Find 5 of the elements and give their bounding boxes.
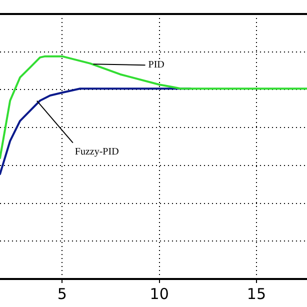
- annotation: Fuzzy-PID: [74, 146, 119, 158]
- annotation: PID: [148, 60, 164, 71]
- x-tick-label: 10: [150, 284, 169, 303]
- x-tick-label: 15: [246, 284, 266, 303]
- x-tick-label: 5: [57, 284, 67, 303]
